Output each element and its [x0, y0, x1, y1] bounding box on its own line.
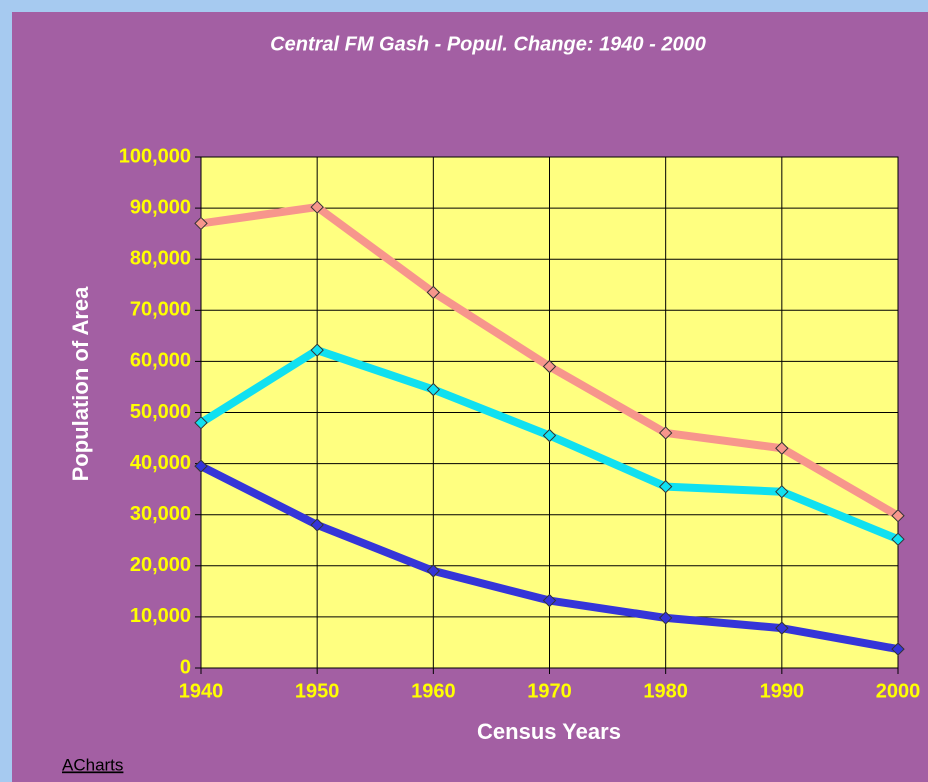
y-tick-label: 90,000: [130, 196, 191, 218]
data-point: [426, 564, 441, 578]
acharts-link[interactable]: ACharts: [62, 755, 123, 774]
data-point: [194, 416, 208, 430]
data-point: [891, 642, 905, 656]
y-tick-label: 50,000: [130, 401, 191, 423]
data-point: [194, 216, 208, 231]
x-tick-label: 1960: [411, 680, 456, 702]
x-tick-label: 1970: [527, 680, 572, 702]
y-tick-label: 60,000: [130, 350, 191, 372]
data-point: [775, 484, 789, 499]
data-point: [542, 428, 557, 443]
y-axis-title: Population of Area: [68, 286, 93, 482]
y-tick-label: 30,000: [130, 503, 191, 525]
x-tick-label: 1940: [179, 680, 224, 702]
y-tick-label: 70,000: [130, 299, 191, 321]
x-tick-label: 1980: [643, 680, 688, 702]
x-axis-title: Census Years: [477, 719, 621, 744]
y-tick-label: 80,000: [130, 247, 191, 269]
x-tick-label: 1950: [295, 680, 340, 702]
data-point: [891, 532, 905, 546]
y-tick-label: 0: [180, 656, 191, 678]
data-point: [542, 593, 557, 608]
data-point: [310, 518, 324, 532]
data-point: [310, 200, 324, 214]
x-tick-label: 1990: [760, 680, 805, 702]
y-tick-label: 10,000: [130, 605, 191, 627]
data-point: [426, 382, 441, 397]
data-point: [194, 459, 208, 473]
data-point: [426, 285, 441, 300]
data-point: [658, 479, 673, 494]
data-point: [542, 359, 557, 374]
data-point: [775, 441, 789, 455]
plot-border: [200, 156, 899, 669]
data-point: [658, 426, 673, 440]
data-point: [891, 509, 905, 523]
data-point: [775, 621, 789, 635]
y-tick-label: 40,000: [130, 452, 191, 474]
y-tick-label: 20,000: [130, 554, 191, 576]
chart-title: Central FM Gash - Popul. Change: 1940 - …: [270, 33, 706, 55]
x-tick-label: 2000: [876, 680, 921, 702]
data-point: [658, 611, 673, 625]
data-point: [310, 343, 324, 357]
y-tick-label: 100,000: [119, 145, 191, 167]
